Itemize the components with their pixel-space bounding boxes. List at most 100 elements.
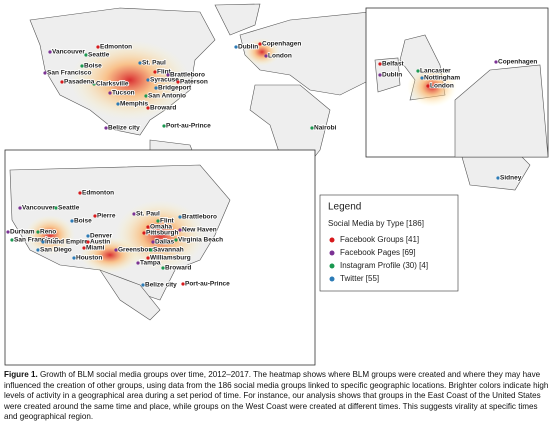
location-label: Flint: [160, 218, 175, 225]
location-label: Denver: [90, 233, 113, 240]
location-label: Port-au-Prince: [166, 123, 211, 130]
location-dot: [108, 91, 112, 95]
location-label: Copenhagen: [498, 59, 537, 66]
location-label: Clarksville: [96, 81, 129, 88]
location-label: Durham: [10, 229, 35, 236]
location-dot: [378, 73, 382, 77]
location-label: Dallas: [155, 239, 175, 246]
location-dot: [116, 102, 120, 106]
location-label: Miami: [86, 245, 105, 252]
location-dot: [82, 246, 86, 250]
location-label: Tucson: [112, 90, 135, 97]
legend-box: [319, 194, 459, 292]
location-label: San Francisco: [47, 70, 91, 77]
location-label: Belize city: [108, 125, 140, 132]
location-label: St. Paul: [136, 211, 160, 218]
location-dot: [60, 80, 64, 84]
location-label: Pasadena: [64, 79, 95, 86]
location-dot: [146, 256, 150, 260]
legend-marker: [329, 263, 335, 269]
location-dot: [80, 64, 84, 68]
location-dot: [416, 69, 420, 73]
location-dot: [142, 231, 146, 235]
location-label: San Antonio: [148, 93, 186, 100]
location-label: Edmonton: [82, 190, 114, 197]
location-dot: [132, 212, 136, 216]
location-label: Copenhagen: [262, 41, 301, 48]
location-dot: [154, 86, 158, 90]
location-dot: [18, 206, 22, 210]
location-label: Port-au-Prince: [185, 281, 230, 288]
location-label: Seattle: [58, 205, 80, 212]
location-dot: [96, 45, 100, 49]
location-label: Greensboro: [118, 247, 155, 254]
location-label: London: [268, 53, 292, 60]
location-label: Savannah: [153, 247, 184, 254]
location-label: Seattle: [88, 52, 110, 59]
location-label: Reno: [40, 229, 56, 236]
location-dot: [176, 80, 180, 84]
location-label: Houston: [76, 255, 102, 262]
location-dot: [43, 71, 47, 75]
location-dot: [153, 70, 157, 74]
caption: Figure 1. Growth of BLM social media gro…: [4, 370, 550, 423]
location-label: Austin: [90, 239, 110, 246]
location-dot: [86, 240, 90, 244]
location-dot: [178, 228, 182, 232]
location-dot: [420, 76, 424, 80]
caption-label: Figure 1.: [4, 370, 38, 379]
location-dot: [310, 126, 314, 130]
location-label: Tampa: [140, 260, 161, 267]
location-dot: [93, 214, 97, 218]
location-dot: [92, 82, 96, 86]
location-dot: [378, 62, 382, 66]
location-dot: [264, 54, 268, 58]
location-dot: [496, 176, 500, 180]
location-label: Inland Empire: [45, 239, 88, 246]
location-dot: [138, 61, 142, 65]
legend-marker: [329, 276, 335, 282]
location-label: San Diego: [40, 247, 72, 254]
location-dot: [36, 230, 40, 234]
location-label: Virginia Beach: [178, 237, 223, 244]
location-label: Vancouver: [52, 49, 85, 56]
caption-text: Growth of BLM social media groups over t…: [4, 370, 549, 422]
legend-marker: [329, 237, 335, 243]
location-label: Lancaster: [420, 68, 451, 75]
location-dot: [161, 266, 165, 270]
location-label: Belize city: [145, 282, 177, 289]
heat-area: [407, 67, 457, 107]
legend-title: Legend: [328, 202, 361, 213]
location-label: Brattleboro: [182, 214, 217, 221]
location-dot: [146, 106, 150, 110]
location-dot: [36, 248, 40, 252]
location-label: Flint: [157, 69, 172, 76]
location-label: London: [430, 83, 454, 90]
legend-label: Facebook Groups [41]: [340, 235, 419, 244]
location-label: Bridgeport: [158, 85, 192, 92]
location-dot: [78, 191, 82, 195]
location-dot: [151, 240, 155, 244]
location-dot: [174, 238, 178, 242]
location-label: Williamsburg: [150, 255, 191, 262]
location-dot: [54, 206, 58, 210]
location-dot: [70, 219, 74, 223]
location-dot: [86, 234, 90, 238]
location-label: Memphis: [120, 101, 149, 108]
location-dot: [72, 256, 76, 260]
legend-label: Facebook Pages [69]: [340, 248, 416, 257]
location-dot: [149, 248, 153, 252]
heat-area: [70, 40, 190, 120]
location-label: Nairobi: [314, 125, 337, 132]
location-label: Pittsburgh: [146, 230, 179, 237]
legend-label: Twitter [55]: [340, 274, 379, 283]
location-dot: [234, 45, 238, 49]
location-dot: [494, 60, 498, 64]
location-label: Dublin: [382, 72, 402, 79]
location-dot: [162, 124, 166, 128]
continent-land: [454, 64, 549, 158]
location-dot: [6, 230, 10, 234]
location-label: Pierre: [97, 213, 116, 220]
location-dot: [144, 94, 148, 98]
